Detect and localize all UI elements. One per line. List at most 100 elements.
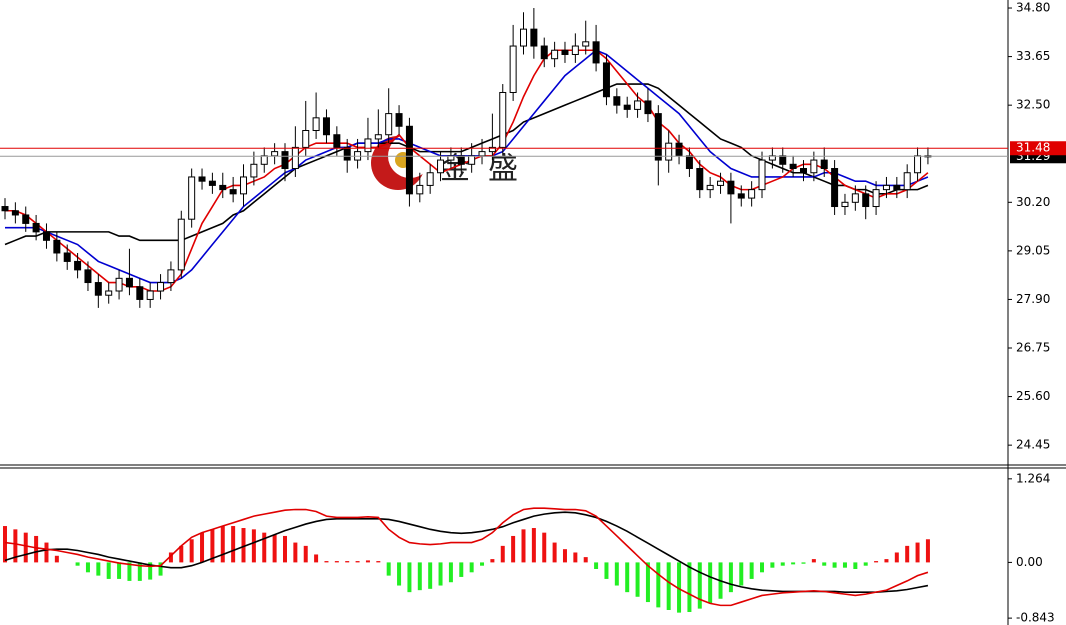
price-label: 31.48	[1016, 141, 1050, 155]
candle-body	[208, 180, 216, 186]
candle-body	[177, 218, 185, 271]
candle-body	[468, 155, 476, 165]
candle-body	[115, 277, 123, 292]
candle-body	[167, 269, 175, 284]
candle-body	[706, 184, 714, 191]
candle-body	[343, 146, 351, 161]
candle-body	[665, 142, 673, 161]
candle-body	[582, 41, 590, 47]
candle-body	[831, 168, 839, 208]
candle-body	[737, 193, 745, 199]
candle-body	[136, 286, 144, 300]
candle-body	[851, 193, 859, 203]
y-tick-label: 33.65	[1016, 49, 1050, 63]
y-tick-label: 27.90	[1016, 292, 1050, 306]
candle-body	[374, 134, 382, 140]
candle-body	[872, 189, 880, 208]
candle-body	[405, 125, 413, 195]
candle-body	[592, 41, 600, 64]
candle-body	[385, 113, 393, 136]
candle-body	[281, 151, 289, 170]
candle-body	[634, 100, 642, 110]
candle-body	[260, 155, 268, 165]
candle-body	[395, 113, 403, 127]
candle-body	[613, 96, 621, 106]
candle-body	[94, 282, 102, 296]
candle-body	[188, 176, 196, 220]
candle-body	[291, 146, 299, 170]
candle-body	[250, 163, 258, 178]
candle-body	[551, 49, 559, 60]
candle-body	[32, 222, 40, 233]
candle-body	[685, 155, 693, 170]
candle-body	[74, 260, 82, 271]
y-tick-label: 29.05	[1016, 243, 1050, 257]
y-tick-label: 26.75	[1016, 341, 1050, 355]
candle-body	[488, 146, 496, 153]
candle-body	[540, 45, 548, 60]
candle-body	[561, 49, 569, 55]
candle-body	[499, 91, 507, 148]
candle-body	[42, 231, 50, 241]
candle-body	[520, 28, 527, 47]
candle-body	[882, 184, 890, 191]
candle-body	[478, 151, 486, 157]
y-tick-label: 30.20	[1016, 195, 1050, 209]
y-tick-label: 0.00	[1016, 555, 1043, 569]
candle-body	[240, 176, 248, 195]
candle-body	[654, 113, 662, 161]
candle-body	[644, 100, 652, 115]
candle-body	[229, 189, 237, 195]
candle-body	[530, 28, 538, 47]
candle-body	[1, 206, 9, 212]
candle-body	[53, 239, 61, 254]
candle-body	[312, 117, 320, 132]
candle-body	[893, 184, 901, 191]
y-tick-label: -0.843	[1016, 611, 1055, 625]
candle-body	[333, 134, 341, 148]
candle-body	[820, 159, 828, 170]
candle-body	[799, 168, 807, 174]
indicator-line	[4, 511, 929, 593]
y-tick-label: 32.50	[1016, 98, 1050, 112]
candle-body	[696, 168, 704, 191]
candle-body	[914, 155, 922, 174]
candle-body	[157, 282, 165, 292]
candle-body	[758, 159, 766, 191]
candle-body	[63, 252, 71, 262]
candle-body	[271, 151, 279, 157]
candle-body	[748, 189, 756, 199]
candle-body	[416, 184, 424, 195]
candle-body	[509, 45, 517, 93]
candle-body	[717, 180, 725, 186]
candle-body	[437, 159, 445, 174]
candle-body	[789, 163, 797, 170]
candle-body	[125, 277, 133, 288]
indicator-line	[4, 507, 929, 607]
candle-body	[146, 290, 154, 300]
indicator-line	[4, 83, 929, 246]
candle-body	[322, 117, 330, 136]
candle-body	[105, 290, 113, 296]
candle-body	[302, 130, 310, 148]
candle-body	[364, 138, 372, 153]
candle-body	[675, 142, 683, 157]
candle-body	[779, 155, 787, 165]
y-tick-label: 25.60	[1016, 389, 1050, 403]
candle-body	[903, 172, 911, 191]
y-tick-label: 24.45	[1016, 438, 1050, 452]
candle-body	[571, 45, 579, 55]
y-tick-label: 1.264	[1016, 471, 1050, 485]
candle-body	[11, 210, 19, 216]
candle-body	[602, 62, 610, 98]
y-tick-label: 34.80	[1016, 1, 1050, 15]
candle-body	[810, 159, 818, 174]
candle-body	[841, 201, 849, 208]
price-label-bg	[1010, 141, 1066, 156]
candle-body	[426, 172, 434, 186]
candle-body	[198, 176, 206, 182]
candle-body	[862, 193, 870, 208]
candle-body	[22, 214, 30, 224]
candle-body	[457, 155, 465, 165]
